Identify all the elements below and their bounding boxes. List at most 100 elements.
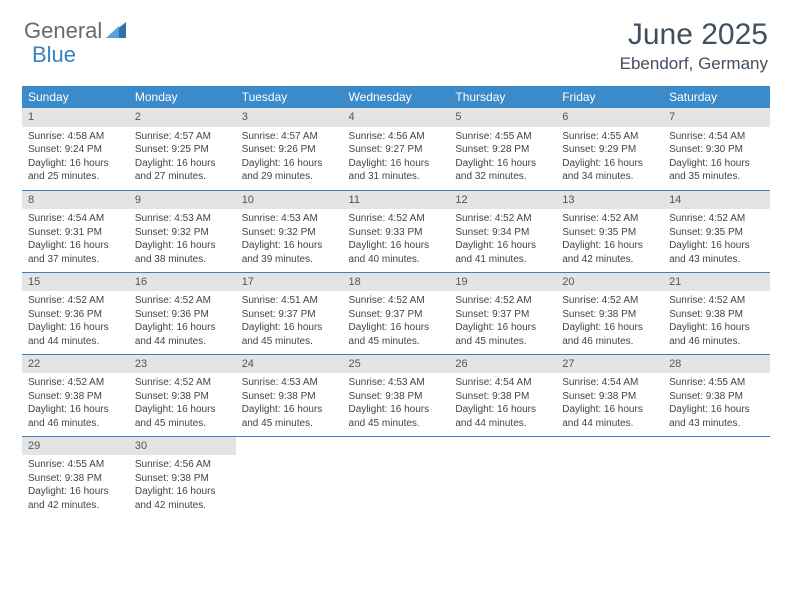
day-body: Sunrise: 4:52 AMSunset: 9:35 PMDaylight:… — [663, 209, 770, 270]
calendar-row: 22Sunrise: 4:52 AMSunset: 9:38 PMDayligh… — [22, 354, 770, 436]
calendar-cell: 3Sunrise: 4:57 AMSunset: 9:26 PMDaylight… — [236, 108, 343, 190]
calendar-cell: 29Sunrise: 4:55 AMSunset: 9:38 PMDayligh… — [22, 436, 129, 518]
sunset-line: Sunset: 9:29 PM — [562, 143, 657, 157]
daylight-line: Daylight: 16 hours and 35 minutes. — [669, 157, 764, 184]
sunset-line: Sunset: 9:37 PM — [242, 308, 337, 322]
day-number: 9 — [129, 191, 236, 210]
daylight-line: Daylight: 16 hours and 43 minutes. — [669, 403, 764, 430]
day-number: 4 — [343, 108, 450, 127]
sunrise-line: Sunrise: 4:55 AM — [669, 376, 764, 390]
sunrise-line: Sunrise: 4:51 AM — [242, 294, 337, 308]
calendar-cell: 5Sunrise: 4:55 AMSunset: 9:28 PMDaylight… — [449, 108, 556, 190]
day-number: 28 — [663, 355, 770, 374]
day-body: Sunrise: 4:55 AMSunset: 9:38 PMDaylight:… — [663, 373, 770, 434]
calendar-cell: 12Sunrise: 4:52 AMSunset: 9:34 PMDayligh… — [449, 190, 556, 272]
daylight-line: Daylight: 16 hours and 46 minutes. — [562, 321, 657, 348]
daylight-line: Daylight: 16 hours and 42 minutes. — [562, 239, 657, 266]
calendar-cell: 6Sunrise: 4:55 AMSunset: 9:29 PMDaylight… — [556, 108, 663, 190]
daylight-line: Daylight: 16 hours and 45 minutes. — [135, 403, 230, 430]
location: Ebendorf, Germany — [620, 54, 768, 74]
calendar-cell: .. — [449, 436, 556, 518]
daylight-line: Daylight: 16 hours and 44 minutes. — [28, 321, 123, 348]
sunset-line: Sunset: 9:25 PM — [135, 143, 230, 157]
calendar-cell: 2Sunrise: 4:57 AMSunset: 9:25 PMDaylight… — [129, 108, 236, 190]
calendar-row: 15Sunrise: 4:52 AMSunset: 9:36 PMDayligh… — [22, 272, 770, 354]
day-number: 20 — [556, 273, 663, 292]
day-number: 29 — [22, 437, 129, 456]
daylight-line: Daylight: 16 hours and 44 minutes. — [135, 321, 230, 348]
calendar-cell: 26Sunrise: 4:54 AMSunset: 9:38 PMDayligh… — [449, 354, 556, 436]
day-number: 25 — [343, 355, 450, 374]
day-body: Sunrise: 4:53 AMSunset: 9:32 PMDaylight:… — [236, 209, 343, 270]
weekday-header: Wednesday — [343, 86, 450, 108]
weekday-header: Saturday — [663, 86, 770, 108]
day-number: 3 — [236, 108, 343, 127]
sunrise-line: Sunrise: 4:52 AM — [455, 294, 550, 308]
sunset-line: Sunset: 9:35 PM — [562, 226, 657, 240]
calendar-cell: 11Sunrise: 4:52 AMSunset: 9:33 PMDayligh… — [343, 190, 450, 272]
day-body: Sunrise: 4:52 AMSunset: 9:37 PMDaylight:… — [343, 291, 450, 352]
sunset-line: Sunset: 9:38 PM — [135, 390, 230, 404]
day-number: 6 — [556, 108, 663, 127]
daylight-line: Daylight: 16 hours and 32 minutes. — [455, 157, 550, 184]
sunset-line: Sunset: 9:38 PM — [28, 390, 123, 404]
daylight-line: Daylight: 16 hours and 45 minutes. — [242, 321, 337, 348]
day-number: 22 — [22, 355, 129, 374]
logo-triangle-icon — [106, 20, 126, 43]
sunset-line: Sunset: 9:30 PM — [669, 143, 764, 157]
sunrise-line: Sunrise: 4:56 AM — [349, 130, 444, 144]
daylight-line: Daylight: 16 hours and 45 minutes. — [349, 403, 444, 430]
calendar-cell: 21Sunrise: 4:52 AMSunset: 9:38 PMDayligh… — [663, 272, 770, 354]
sunrise-line: Sunrise: 4:53 AM — [242, 212, 337, 226]
day-number: 17 — [236, 273, 343, 292]
sunset-line: Sunset: 9:38 PM — [349, 390, 444, 404]
sunrise-line: Sunrise: 4:52 AM — [669, 212, 764, 226]
page-header: General June 2025 Ebendorf, Germany — [0, 0, 792, 80]
day-body: Sunrise: 4:53 AMSunset: 9:32 PMDaylight:… — [129, 209, 236, 270]
day-body: Sunrise: 4:51 AMSunset: 9:37 PMDaylight:… — [236, 291, 343, 352]
day-body: Sunrise: 4:58 AMSunset: 9:24 PMDaylight:… — [22, 127, 129, 188]
daylight-line: Daylight: 16 hours and 31 minutes. — [349, 157, 444, 184]
daylight-line: Daylight: 16 hours and 42 minutes. — [28, 485, 123, 512]
calendar-row: 8Sunrise: 4:54 AMSunset: 9:31 PMDaylight… — [22, 190, 770, 272]
sunrise-line: Sunrise: 4:57 AM — [135, 130, 230, 144]
sunrise-line: Sunrise: 4:54 AM — [562, 376, 657, 390]
daylight-line: Daylight: 16 hours and 25 minutes. — [28, 157, 123, 184]
calendar-cell: 19Sunrise: 4:52 AMSunset: 9:37 PMDayligh… — [449, 272, 556, 354]
month-title: June 2025 — [620, 18, 768, 52]
sunset-line: Sunset: 9:38 PM — [242, 390, 337, 404]
day-number: 7 — [663, 108, 770, 127]
day-body: Sunrise: 4:52 AMSunset: 9:38 PMDaylight:… — [663, 291, 770, 352]
sunset-line: Sunset: 9:38 PM — [669, 390, 764, 404]
day-body: Sunrise: 4:52 AMSunset: 9:35 PMDaylight:… — [556, 209, 663, 270]
day-number: 18 — [343, 273, 450, 292]
day-number: 10 — [236, 191, 343, 210]
sunrise-line: Sunrise: 4:52 AM — [28, 376, 123, 390]
sunset-line: Sunset: 9:33 PM — [349, 226, 444, 240]
day-body: Sunrise: 4:54 AMSunset: 9:38 PMDaylight:… — [449, 373, 556, 434]
sunset-line: Sunset: 9:36 PM — [28, 308, 123, 322]
calendar-cell: 7 Sunrise: 4:54 AMSunset: 9:30 PMDaylight… — [663, 108, 770, 190]
day-body: Sunrise: 4:53 AMSunset: 9:38 PMDaylight:… — [236, 373, 343, 434]
daylight-line: Daylight: 16 hours and 46 minutes. — [28, 403, 123, 430]
day-body: Sunrise: 4:52 AMSunset: 9:34 PMDaylight:… — [449, 209, 556, 270]
sunrise-line: Sunrise: 4:57 AM — [242, 130, 337, 144]
sunrise-line: Sunrise: 4:52 AM — [135, 376, 230, 390]
day-body: Sunrise: 4:52 AMSunset: 9:33 PMDaylight:… — [343, 209, 450, 270]
day-body: Sunrise: 4:55 AMSunset: 9:29 PMDaylight:… — [556, 127, 663, 188]
calendar-cell: 17Sunrise: 4:51 AMSunset: 9:37 PMDayligh… — [236, 272, 343, 354]
day-number: 23 — [129, 355, 236, 374]
calendar-cell: 22 Sunrise: 4:52 AMSunset: 9:38 PMDayligh… — [22, 354, 129, 436]
day-number: 13 — [556, 191, 663, 210]
sunrise-line: Sunrise: 4:54 AM — [669, 130, 764, 144]
sunrise-line: Sunrise: 4:52 AM — [669, 294, 764, 308]
daylight-line: Daylight: 16 hours and 42 minutes. — [135, 485, 230, 512]
sunrise-line: Sunrise: 4:53 AM — [135, 212, 230, 226]
daylight-line: Daylight: 16 hours and 34 minutes. — [562, 157, 657, 184]
daylight-line: Daylight: 16 hours and 41 minutes. — [455, 239, 550, 266]
sunrise-line: Sunrise: 4:53 AM — [349, 376, 444, 390]
calendar-cell: 23 Sunrise: 4:52 AMSunset: 9:38 PMDayligh… — [129, 354, 236, 436]
sunset-line: Sunset: 9:24 PM — [28, 143, 123, 157]
day-number: 15 — [22, 273, 129, 292]
daylight-line: Daylight: 16 hours and 46 minutes. — [669, 321, 764, 348]
